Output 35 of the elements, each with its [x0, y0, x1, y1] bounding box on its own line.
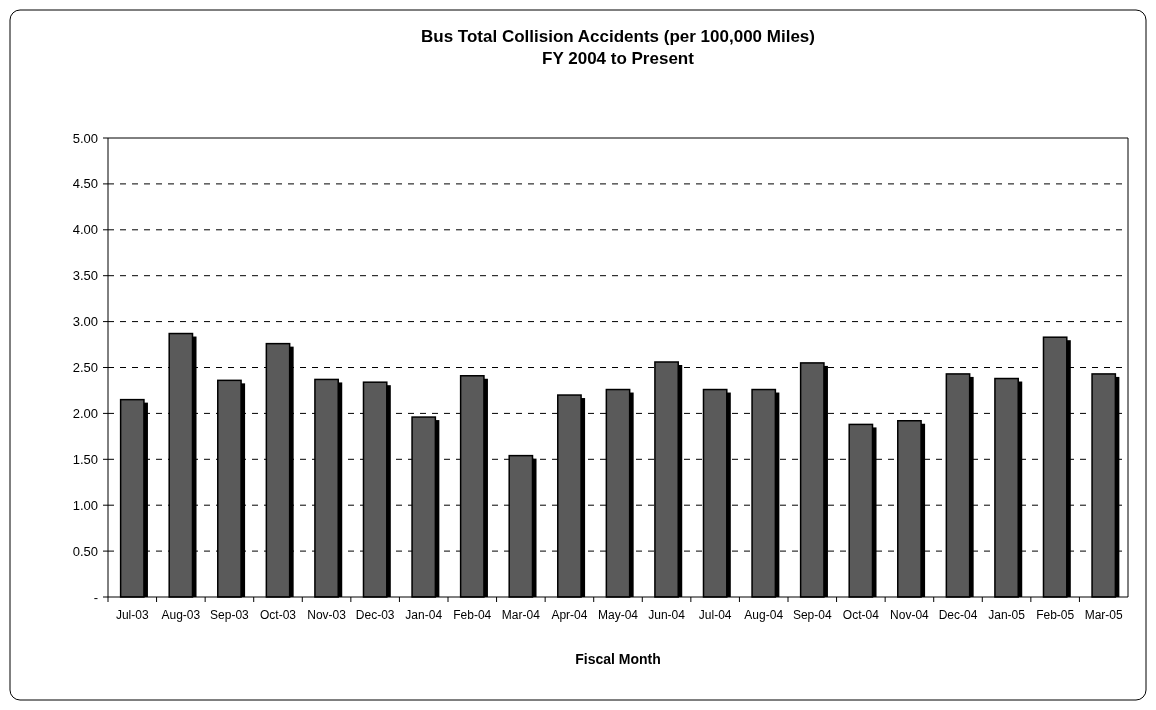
x-tick-label: Dec-04	[938, 608, 978, 622]
x-axis-title: Fiscal Month	[575, 651, 661, 667]
y-tick-label: 0.50	[72, 543, 98, 559]
y-tick-label: 1.50	[72, 451, 98, 467]
x-tick-label: Oct-03	[259, 608, 297, 622]
x-tick-label: Sep-03	[210, 608, 250, 622]
y-tick-label: 3.50	[72, 268, 98, 284]
y-tick-label: 4.00	[72, 222, 98, 238]
x-tick-label: Nov-04	[890, 608, 930, 622]
x-tick-label: Oct-04	[842, 608, 880, 622]
x-tick-label: Nov-03	[307, 608, 347, 622]
x-tick-label: Jan-05	[988, 608, 1026, 622]
y-tick-label: 1.00	[72, 497, 98, 513]
y-tick-label: 3.00	[72, 314, 98, 330]
x-tick-label: Dec-03	[355, 608, 395, 622]
x-tick-label: Feb-05	[1036, 608, 1075, 622]
chart-subtitle: FY 2004 to Present	[542, 49, 695, 68]
x-tick-label: Jun-04	[648, 608, 686, 622]
x-tick-label: Sep-04	[792, 608, 832, 622]
x-tick-label: Mar-05	[1084, 608, 1124, 622]
x-tick-label: Aug-04	[744, 608, 784, 622]
x-tick-label: Mar-04	[501, 608, 541, 622]
y-tick-label: 5.00	[72, 130, 98, 146]
x-tick-label: Feb-04	[453, 608, 492, 622]
y-tick-label: 2.00	[72, 405, 98, 421]
y-tick-label: 2.50	[72, 360, 98, 376]
x-tick-label: Jul-04	[698, 608, 732, 622]
x-tick-label: May-04	[597, 608, 639, 622]
x-tick-label: Jan-04	[405, 608, 443, 622]
y-tick-label: -	[93, 589, 98, 605]
x-tick-label: Jul-03	[115, 608, 149, 622]
chart-title: Bus Total Collision Accidents (per 100,000 Miles)	[421, 27, 815, 46]
x-tick-label: Aug-03	[161, 608, 201, 622]
y-tick-label: 4.50	[72, 176, 98, 192]
x-tick-label: Apr-04	[551, 608, 588, 622]
